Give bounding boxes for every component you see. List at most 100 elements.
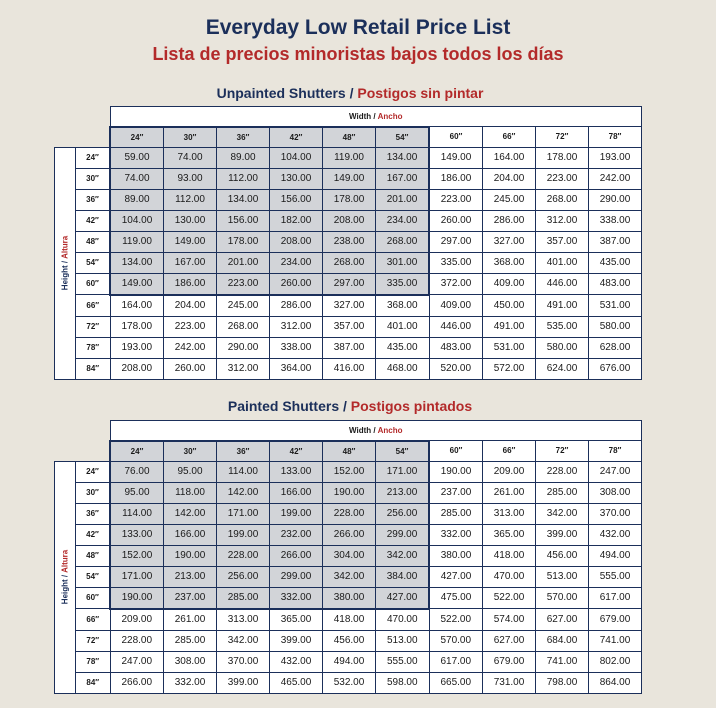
- price-cell: 313.00: [482, 502, 536, 525]
- corner-blank: [55, 107, 111, 127]
- height-label-es: Altura: [60, 235, 70, 259]
- price-cell: 242.00: [163, 336, 217, 359]
- price-cell: 802.00: [588, 650, 642, 673]
- price-cell: 864.00: [588, 671, 642, 694]
- price-cell: 232.00: [269, 523, 323, 546]
- table-row: 66″ 164.00 204.00 245.00 286.00 327.00 368.00 4…: [55, 294, 642, 317]
- price-cell: 156.00: [269, 188, 323, 211]
- price-cell: 332.00: [428, 523, 483, 546]
- price-cell: 418.00: [322, 608, 376, 631]
- price-cell: 338.00: [588, 209, 642, 232]
- price-cell: 204.00: [482, 167, 536, 190]
- price-cell: 104.00: [109, 209, 164, 232]
- price-cell: 134.00: [109, 251, 164, 274]
- table-row: 30″ 74.00 93.00 112.00 130.00 149.00 167.00 186…: [55, 167, 642, 190]
- price-cell: 193.00: [588, 146, 642, 169]
- row-header: 66″: [75, 294, 111, 317]
- section-heading-unpainted: Unpainted Shutters / Postigos sin pintar: [0, 85, 700, 101]
- price-cell: 731.00: [482, 671, 536, 694]
- price-cell: 74.00: [109, 167, 164, 190]
- price-cell: 327.00: [482, 230, 536, 253]
- price-cell: 285.00: [428, 502, 483, 525]
- price-cell: 114.00: [216, 460, 270, 483]
- price-cell: 199.00: [216, 523, 270, 546]
- price-cell: 741.00: [535, 650, 589, 673]
- width-label-en: Width: [349, 111, 372, 121]
- price-cell: 555.00: [375, 650, 430, 673]
- row-header: 48″: [75, 230, 111, 253]
- row-header: 84″: [75, 357, 111, 380]
- table-row: 36″ 89.00 112.00 134.00 156.00 178.00 201.00 22…: [55, 188, 642, 211]
- price-cell: 134.00: [375, 146, 430, 169]
- price-cell: 342.00: [375, 544, 430, 567]
- column-header: 66″: [482, 440, 536, 462]
- price-cell: 261.00: [163, 608, 217, 631]
- table-row: 66″ 209.00 261.00 313.00 365.00 418.00 470.00 5…: [55, 608, 642, 631]
- price-cell: 624.00: [535, 357, 589, 380]
- price-cell: 342.00: [535, 502, 589, 525]
- price-cell: 342.00: [322, 565, 376, 588]
- price-cell: 237.00: [163, 586, 217, 610]
- price-cell: 399.00: [216, 671, 270, 694]
- price-cell: 59.00: [109, 146, 164, 169]
- price-cell: 74.00: [163, 146, 217, 169]
- price-cell: 149.00: [322, 167, 376, 190]
- table-row: 72″ 178.00 223.00 268.00 312.00 357.00 401.00 4…: [55, 315, 642, 338]
- height-label-separator: /: [60, 574, 70, 578]
- price-cell: 456.00: [322, 629, 376, 652]
- section-title-en: Unpainted Shutters: [216, 85, 346, 101]
- price-cell: 432.00: [588, 523, 642, 546]
- row-header: 72″: [75, 315, 111, 338]
- column-header: 54″: [375, 125, 430, 148]
- price-cell: 134.00: [216, 188, 270, 211]
- price-cell: 617.00: [428, 650, 483, 673]
- height-label-es: Altura: [60, 549, 70, 573]
- price-cell: 186.00: [163, 272, 217, 296]
- price-cell: 679.00: [588, 608, 642, 631]
- price-cell: 166.00: [163, 523, 217, 546]
- price-cell: 494.00: [588, 544, 642, 567]
- price-cell: 299.00: [269, 565, 323, 588]
- price-cell: 399.00: [269, 629, 323, 652]
- price-cell: 574.00: [482, 608, 536, 631]
- height-axis-label: Height / Altura: [54, 460, 76, 694]
- price-cell: 365.00: [482, 523, 536, 546]
- price-cell: 456.00: [535, 544, 589, 567]
- price-cell: 268.00: [375, 230, 430, 253]
- width-header: Width / Ancho: [109, 420, 642, 441]
- row-header: 84″: [75, 671, 111, 694]
- price-cell: 312.00: [216, 357, 270, 380]
- price-cell: 335.00: [428, 251, 483, 274]
- price-cell: 114.00: [109, 502, 164, 525]
- price-cell: 520.00: [428, 357, 483, 380]
- price-cell: 242.00: [588, 167, 642, 190]
- table-row: 42″ 104.00 130.00 156.00 182.00 208.00 234.00 2…: [55, 209, 642, 232]
- price-cell: 387.00: [588, 230, 642, 253]
- width-label-es: Ancho: [377, 111, 403, 121]
- width-label-separator: /: [373, 111, 376, 121]
- price-cell: 178.00: [535, 146, 589, 169]
- price-cell: 364.00: [269, 357, 323, 380]
- table-row: Height / Altura 24″ 59.00 74.00 89.00 104.00 1…: [54, 146, 642, 380]
- table-row: 84″ 208.00 260.00 312.00 364.00 416.00 468.00 5…: [55, 357, 642, 380]
- price-cell: 201.00: [216, 251, 270, 274]
- price-cell: 627.00: [535, 608, 589, 631]
- price-cell: 228.00: [322, 502, 376, 525]
- price-cell: 312.00: [269, 315, 323, 338]
- price-cell: 268.00: [535, 188, 589, 211]
- price-cell: 570.00: [428, 629, 483, 652]
- table-row: 30″ 95.00 118.00 142.00 166.00 190.00 213.00 23…: [55, 481, 642, 504]
- price-cell: 142.00: [216, 481, 270, 504]
- row-header: 60″: [75, 586, 111, 609]
- price-cell: 208.00: [109, 357, 164, 380]
- price-cell: 470.00: [482, 565, 536, 588]
- price-cell: 182.00: [269, 209, 323, 232]
- row-header: 42″: [75, 523, 111, 546]
- row-header: 36″: [75, 502, 111, 525]
- column-header: 78″: [588, 126, 642, 148]
- price-cell: 286.00: [269, 294, 323, 317]
- column-header: 30″: [163, 125, 217, 148]
- price-cell: 166.00: [269, 481, 323, 504]
- price-cell: 245.00: [216, 294, 270, 317]
- height-axis-label: Height / Altura: [54, 146, 76, 380]
